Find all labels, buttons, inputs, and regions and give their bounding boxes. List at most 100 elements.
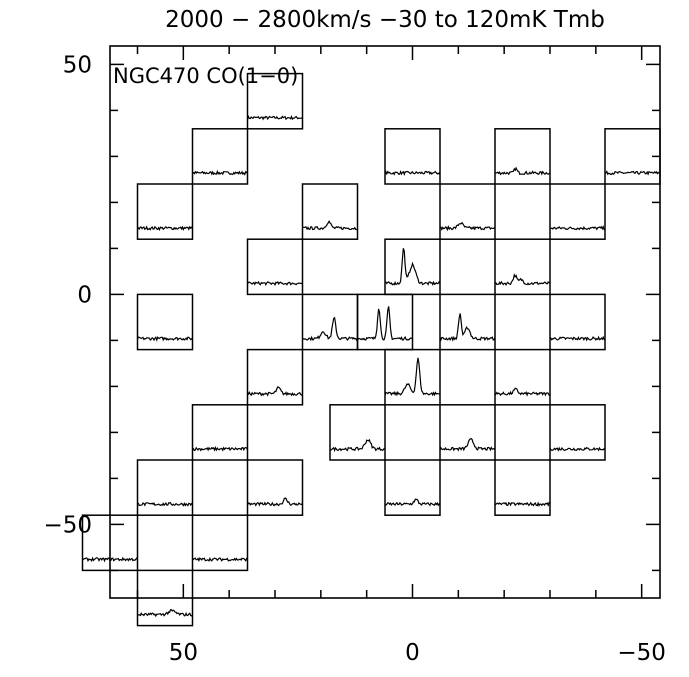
spectrum-cell [439, 293, 496, 351]
spectrum-line [494, 501, 551, 508]
spectrum-cell-box [494, 238, 551, 296]
spectrum-line [549, 446, 606, 452]
spectrum-cell [384, 238, 441, 296]
spectrum-cell-box [136, 459, 194, 516]
spectrum-line [439, 221, 496, 232]
spectrum-cell-box [384, 459, 441, 516]
spectrum-line [384, 357, 441, 397]
spectrum-cell [494, 348, 551, 406]
tick-labels: 50 0 −50 50 0 −50 [43, 52, 665, 666]
spectrum-cell [301, 293, 359, 351]
spectrum-line [246, 280, 303, 287]
spectrum-cell [191, 404, 249, 461]
spectrum-cell [384, 348, 441, 406]
spectrum-cell-box [604, 128, 661, 185]
spectrum-cell-box [301, 183, 359, 240]
spectrum-cell [494, 128, 551, 185]
spectrum-line [247, 386, 303, 397]
spectrum-line [192, 556, 248, 563]
spectrum-cell [191, 514, 249, 572]
spectrum-cell-box [549, 183, 606, 240]
plot-frame [109, 45, 661, 599]
spectrum-cell [191, 128, 249, 185]
spectrum-line [192, 445, 249, 452]
spectrum-cell [604, 128, 661, 185]
spectrum-cell-box [439, 183, 496, 240]
spectrum-cell-box [246, 459, 304, 516]
y-tick-label: 0 [77, 282, 92, 308]
spectrum-cell [136, 183, 194, 240]
spectrum-cell-box [549, 404, 606, 461]
spectrum-cell-box [191, 514, 249, 572]
y-tick-label: −50 [43, 512, 92, 538]
spectrum-cell-box [136, 183, 194, 240]
spectrum-cell [439, 183, 496, 240]
spectrum-line [136, 336, 193, 342]
spectrum-cell [384, 128, 441, 185]
chart-title: 2000 − 2800km/s −30 to 120mK Tmb [165, 7, 605, 33]
spectrum-line [356, 306, 413, 341]
spectrum-cell [439, 404, 496, 461]
spectrum-line [494, 166, 551, 176]
axis-ticks [110, 46, 660, 598]
spectrum-line [246, 114, 303, 121]
spectra-grid [81, 72, 661, 627]
spectrum-cell-box [191, 128, 249, 185]
spectrum-line [549, 224, 606, 231]
spectrum-cell-box [384, 238, 441, 296]
spectrum-cell [136, 293, 194, 351]
spectrum-cell [246, 348, 304, 406]
spectrum-cell [246, 459, 304, 516]
spectrum-line [384, 170, 441, 176]
spectrum-cell-box [439, 293, 496, 351]
y-tick-label: 50 [63, 52, 92, 78]
spectrum-line [604, 170, 661, 176]
spectrum-cell-box [384, 348, 441, 406]
spectrum-line [384, 498, 441, 507]
spectrum-cell [136, 459, 194, 516]
spectrum-line [192, 169, 248, 176]
spectrum-cell-box [246, 72, 304, 130]
spectrum-cell-box [356, 293, 414, 351]
spectrum-cell-box [246, 238, 304, 296]
spectrum-line [549, 335, 606, 342]
spectrum-cell-box [494, 128, 551, 185]
source-annotation: NGC470 CO(1−0) [113, 64, 298, 88]
spectrum-cell [301, 183, 359, 240]
spectrum-cell-box [439, 404, 496, 461]
spectrum-line [384, 248, 441, 286]
spectrum-cell [246, 238, 304, 296]
spectrum-cell [356, 293, 414, 351]
spectrum-cell-box [494, 459, 551, 516]
spectrum-cell [549, 404, 606, 461]
spectrum-line [137, 609, 193, 618]
spectrum-cell [494, 459, 551, 516]
spectrum-line [302, 316, 359, 342]
x-tick-label: −50 [617, 640, 666, 666]
spectrum-cell-box [301, 293, 359, 351]
x-tick-label: 50 [169, 640, 198, 666]
spectrum-line [137, 501, 193, 507]
spectrum-line [246, 497, 304, 507]
spectrum-cell [549, 293, 606, 351]
spectrum-line [439, 313, 496, 342]
spectrum-cell [549, 183, 606, 240]
spectrum-cell [384, 459, 441, 516]
spectrum-line [494, 387, 551, 397]
spectrum-cell-box [191, 404, 249, 461]
spectrum-cell-box [136, 293, 194, 351]
spectrum-line [494, 273, 551, 286]
spectrum-line [329, 438, 386, 453]
spectrum-cell-box [329, 404, 386, 461]
spectrum-line [302, 220, 358, 231]
x-tick-label: 0 [405, 640, 420, 666]
spectrum-cell-box [246, 348, 304, 406]
spectrum-cell-box [384, 128, 441, 185]
spectrum-cell-box [494, 348, 551, 406]
spectrum-cell [246, 72, 304, 130]
spectrum-line [439, 437, 496, 452]
spectrum-line [137, 225, 193, 232]
spectrum-cell-box [549, 293, 606, 351]
spectrum-cell [494, 238, 551, 296]
